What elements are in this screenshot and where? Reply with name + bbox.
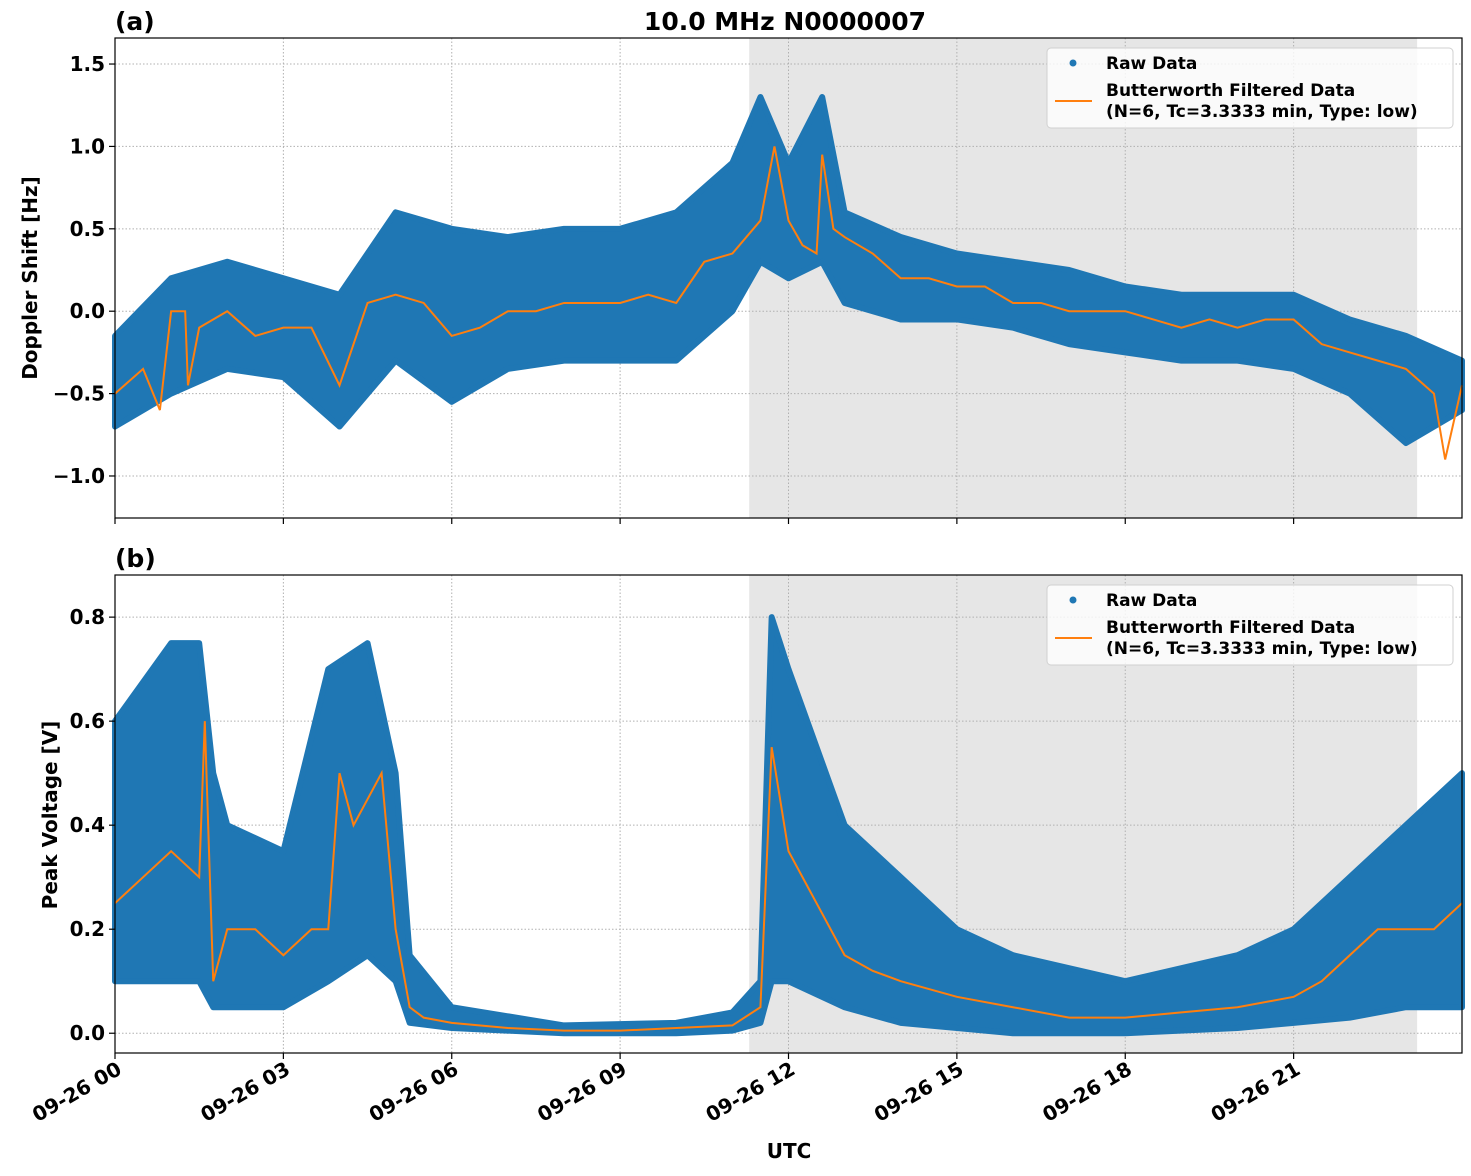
x-tick-label: 09-26 21: [1207, 1057, 1305, 1127]
legend-filtered-params: (N=6, Tc=3.3333 min, Type: low): [1106, 102, 1418, 122]
legend-raw-marker: [1069, 59, 1077, 67]
legend-raw-marker: [1069, 596, 1077, 604]
legend: Raw Data Butterworth Filtered Data(N=6, T…: [1046, 584, 1454, 666]
legend-raw-label: Raw Data: [1106, 54, 1197, 74]
legend-filtered-label: Butterworth Filtered Data: [1106, 81, 1355, 101]
y-tick-label: 1.5: [70, 52, 105, 76]
x-tick-label: 09-26 09: [533, 1057, 631, 1127]
y-axis-label-b: Peak Voltage [V]: [38, 721, 62, 910]
y-tick-label: 0.2: [70, 917, 105, 941]
y-tick-label: 0.0: [70, 299, 105, 323]
panel-label-a: (a): [115, 7, 155, 36]
filtered-data-line: [114, 721, 1463, 1032]
legend-box: [1046, 47, 1454, 129]
x-tick-label: 09-26 18: [1038, 1057, 1136, 1127]
y-tick-label: 0.6: [70, 709, 105, 733]
x-tick-label: 09-26 00: [28, 1057, 126, 1127]
y-tick-label: 0.8: [70, 605, 105, 629]
figure-title: 10.0 MHz N0000007: [644, 7, 926, 36]
legend-raw-label: Raw Data: [1106, 591, 1197, 611]
x-tick-label: 09-26 03: [196, 1057, 294, 1127]
legend: Raw Data Butterworth Filtered Data(N=6, T…: [1046, 47, 1454, 129]
panel-label-b: (b): [115, 544, 156, 573]
y-axis-label-a: Doppler Shift [Hz]: [18, 176, 42, 380]
legend-box: [1046, 584, 1454, 666]
y-tick-label: 0.4: [70, 813, 105, 837]
y-tick-label: −0.5: [53, 382, 105, 406]
x-axis-label: UTC: [767, 1139, 812, 1163]
legend-filtered-label: Butterworth Filtered Data: [1106, 618, 1355, 638]
filtered-data-line: [114, 146, 1463, 460]
y-tick-label: −1.0: [53, 464, 105, 488]
y-tick-label: 1.0: [70, 134, 105, 158]
legend-filtered-params: (N=6, Tc=3.3333 min, Type: low): [1106, 639, 1418, 659]
x-tick-label: 09-26 12: [701, 1057, 799, 1127]
panel-b: 0.0 0.2 0.4 0.6 0.8 09-26 00 09-26 03 09-26 06 0…: [28, 574, 1465, 1127]
x-tick-label: 09-26 06: [365, 1057, 463, 1127]
x-tick-label: 09-26 15: [870, 1057, 968, 1127]
panel-a: −1.0 −0.5 0.0 0.5 1.0 1.5 Raw Data Butterworth …: [53, 37, 1465, 524]
y-tick-label: 0.0: [70, 1021, 105, 1045]
y-tick-label: 0.5: [70, 217, 105, 241]
